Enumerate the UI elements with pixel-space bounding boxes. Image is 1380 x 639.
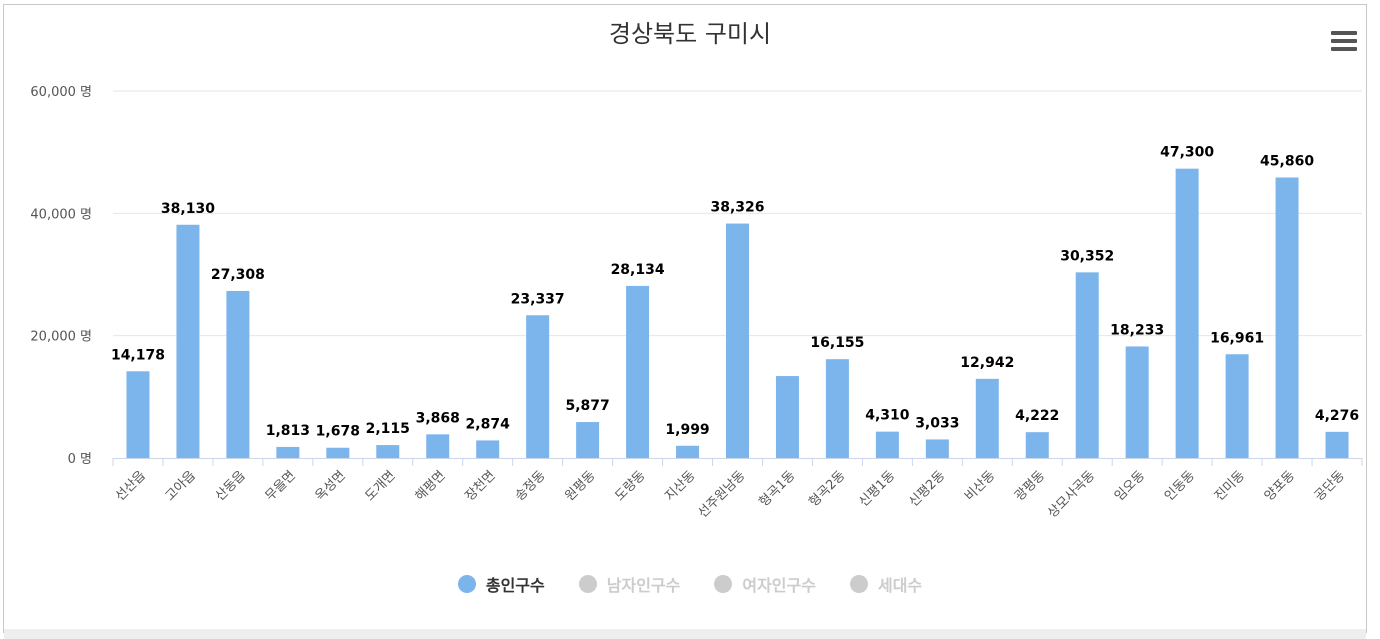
data-label: 2,874 (466, 416, 511, 432)
bar[interactable] (726, 223, 749, 458)
data-label: 38,130 (161, 201, 215, 217)
bar[interactable] (825, 359, 849, 458)
bar[interactable] (925, 439, 949, 458)
data-label: 4,276 (1315, 408, 1359, 424)
data-label: 4,222 (1015, 408, 1059, 424)
hamburger-menu-icon (1331, 47, 1357, 51)
data-label: 5,877 (565, 398, 609, 414)
bar[interactable] (1325, 431, 1349, 458)
y-tick-label: 60,000 명 (30, 85, 92, 100)
y-tick-label: 20,000 명 (30, 330, 92, 345)
bar[interactable] (476, 440, 500, 458)
x-tick-label: 공단동 (1312, 468, 1348, 504)
bar[interactable] (1175, 168, 1199, 458)
bar[interactable] (775, 376, 799, 458)
legend: 총인구수 남자인구수 여자인구수 세대수 (0, 572, 1380, 596)
legend-label: 남자인구수 (606, 576, 681, 595)
data-label: 38,326 (710, 200, 764, 216)
x-tick-label: 옥성면 (313, 468, 349, 504)
bar[interactable] (126, 371, 150, 458)
data-label: 16,961 (1210, 330, 1264, 346)
data-label: 1,813 (266, 423, 310, 439)
bar[interactable] (326, 447, 350, 458)
x-tick-label: 양포동 (1262, 468, 1298, 504)
data-label: 45,860 (1260, 153, 1314, 169)
legend-label: 여자인구수 (742, 576, 816, 595)
data-label: 27,308 (211, 267, 265, 283)
data-label: 2,115 (366, 421, 410, 437)
data-label: 16,155 (810, 335, 864, 351)
x-tick-label: 무을면 (263, 468, 299, 504)
bar[interactable] (626, 285, 650, 458)
bottom-scroll-strip (4, 629, 1366, 639)
legend-item-total-population[interactable]: 총인구수 (457, 572, 545, 596)
bar[interactable] (526, 315, 550, 458)
x-tick-label: 비산동 (962, 468, 998, 504)
bar[interactable] (1275, 177, 1299, 458)
x-tick-label: 신평2동 (906, 468, 948, 510)
data-label: 1,999 (665, 422, 709, 438)
x-tick-label: 도량동 (612, 468, 648, 504)
bar[interactable] (975, 378, 999, 458)
legend-dot-icon (457, 575, 476, 593)
chart-menu-button[interactable] (1330, 30, 1358, 52)
data-label: 47,300 (1160, 145, 1214, 161)
data-label: 4,310 (865, 408, 910, 424)
data-label: 28,134 (611, 262, 665, 278)
x-tick-label: 진미동 (1212, 468, 1248, 504)
legend-label: 총인구수 (485, 576, 545, 595)
data-label: 12,942 (960, 355, 1014, 371)
data-label: 3,868 (416, 410, 460, 426)
chart-title: 경상북도 구미시 (608, 20, 772, 48)
bar[interactable] (1125, 346, 1149, 458)
bar[interactable] (426, 434, 450, 458)
bar[interactable] (376, 445, 400, 458)
legend-label: 세대수 (877, 576, 923, 595)
hamburger-menu-icon (1331, 31, 1357, 35)
x-tick-label: 지산동 (662, 468, 698, 504)
legend-item-female-population[interactable]: 여자인구수 (714, 572, 816, 596)
x-tick-label: 광평동 (1012, 468, 1048, 504)
x-tick-label: 임오동 (1112, 468, 1148, 504)
x-tick-label: 선산읍 (113, 468, 149, 504)
x-tick-label: 인동동 (1162, 468, 1198, 504)
bar[interactable] (576, 422, 600, 458)
bar[interactable] (1225, 354, 1249, 458)
x-tick-label: 해평면 (413, 468, 449, 504)
x-tick-label: 원평동 (562, 468, 598, 504)
data-label: 23,337 (511, 291, 565, 307)
x-tick-label: 도개면 (363, 468, 399, 504)
bar[interactable] (1075, 272, 1099, 458)
hamburger-menu-icon (1331, 39, 1357, 43)
x-tick-label: 선주원남동 (695, 468, 748, 521)
x-tick-label: 형곡2동 (806, 468, 848, 510)
data-label: 3,033 (915, 415, 959, 431)
x-tick-label: 신평1동 (856, 468, 898, 510)
x-tick-label: 장천면 (463, 468, 499, 504)
x-tick-label: 산동읍 (213, 468, 249, 504)
legend-dot-icon (578, 575, 597, 593)
bar[interactable] (676, 445, 700, 458)
bar[interactable] (1025, 432, 1049, 458)
x-tick-label: 형곡1동 (756, 468, 798, 510)
data-label: 1,678 (316, 424, 360, 440)
data-label: 18,233 (1110, 322, 1164, 338)
y-tick-label: 0 명 (68, 452, 92, 467)
data-label: 30,352 (1060, 248, 1114, 264)
bar[interactable] (226, 290, 250, 458)
legend-item-households[interactable]: 세대수 (849, 572, 923, 596)
bar[interactable] (875, 431, 899, 458)
y-tick-label: 40,000 명 (30, 207, 92, 222)
x-tick-label: 상모사곡동 (1045, 468, 1098, 521)
legend-dot-icon (849, 575, 868, 593)
legend-item-male-population[interactable]: 남자인구수 (578, 572, 681, 596)
x-tick-label: 송정동 (513, 468, 549, 504)
legend-dot-icon (714, 575, 733, 593)
x-tick-label: 고아읍 (163, 468, 199, 504)
bar[interactable] (276, 446, 300, 458)
bar[interactable] (176, 224, 200, 458)
data-label: 14,178 (111, 347, 165, 363)
